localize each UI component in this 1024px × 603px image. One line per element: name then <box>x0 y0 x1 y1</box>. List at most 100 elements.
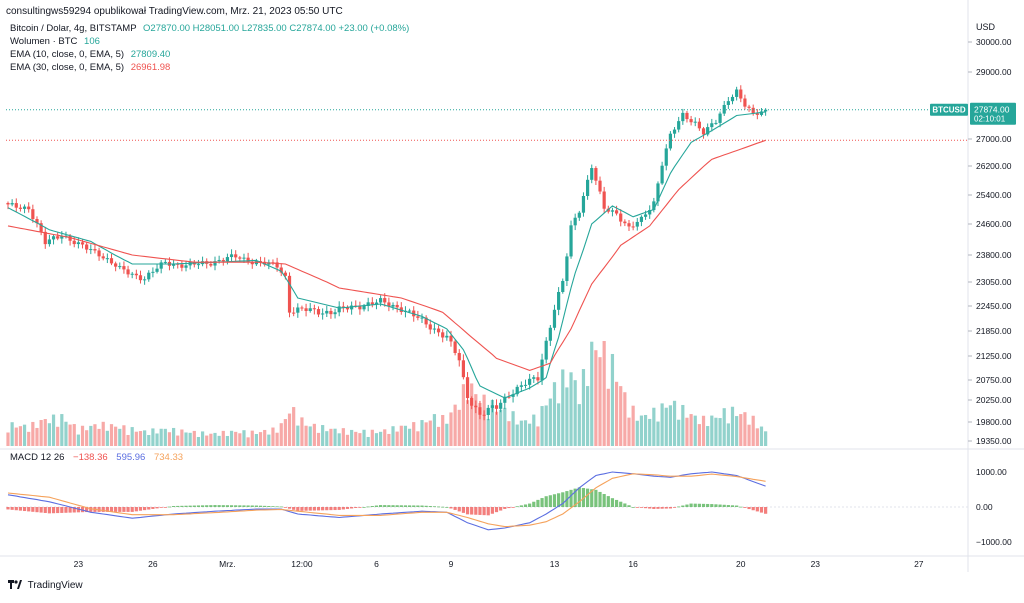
volume-bar <box>577 404 581 446</box>
candle-body <box>552 309 557 328</box>
legend-ema10-row: EMA (10, close, 0, EMA, 5) 27809.40 <box>10 48 409 61</box>
macd-hist-bar <box>147 507 151 510</box>
volume-bar <box>238 433 242 446</box>
volume-bar <box>374 433 379 446</box>
volume-bar <box>701 415 706 446</box>
volume-bar <box>619 386 623 446</box>
candle-body <box>586 179 590 196</box>
volume-bar <box>643 414 648 446</box>
footer-brand[interactable]: TradingView <box>8 580 83 591</box>
volume-bar <box>586 386 590 446</box>
volume-bar <box>101 421 105 446</box>
macd-hist-bar <box>279 506 283 508</box>
candle-body <box>391 304 395 307</box>
volume-bar <box>209 433 213 446</box>
volume-bar <box>714 417 718 446</box>
candle-body <box>739 89 743 99</box>
candle-body <box>710 123 714 128</box>
x-tick-label: 23 <box>74 559 84 569</box>
volume-bar <box>180 429 184 446</box>
candle-body <box>308 308 312 311</box>
candle-body <box>287 275 292 313</box>
volume-bar <box>697 424 701 446</box>
volume-bar <box>258 432 263 446</box>
candle-body <box>275 262 279 268</box>
volume-bar <box>747 424 751 446</box>
legend-volume-value: 106 <box>84 36 100 47</box>
candle-body <box>250 261 254 265</box>
volume-bar <box>693 415 697 446</box>
x-tick-label: 20 <box>736 559 746 569</box>
volume-bar <box>681 404 685 446</box>
macd-hist-bar <box>209 505 213 507</box>
candle-body <box>60 236 64 239</box>
candle-body <box>722 104 726 114</box>
candle-body <box>726 101 730 105</box>
candle-body <box>643 214 648 217</box>
macd-hist-bar <box>35 507 39 513</box>
macd-hist-bar <box>143 507 147 511</box>
volume-bar <box>639 415 644 446</box>
volume-bar <box>18 426 23 446</box>
candle-body <box>126 269 130 275</box>
macd-hist-bar <box>242 505 246 507</box>
candle-body <box>714 122 718 124</box>
macd-y-tick-label: 1000.00 <box>976 467 1007 477</box>
candle-body <box>465 377 470 399</box>
candle-body <box>122 266 126 270</box>
macd-hist-bar <box>730 505 735 507</box>
macd-hist-bar <box>668 507 672 509</box>
y-tick-label: 21850.00 <box>976 326 1012 336</box>
volume-bar <box>399 425 403 446</box>
candle-body <box>577 212 581 218</box>
volume-bar <box>217 435 221 446</box>
candle-body <box>292 312 296 314</box>
macd-hist-bar <box>606 496 610 507</box>
volume-bar <box>39 420 43 446</box>
candle-body <box>478 407 482 415</box>
candle-body <box>325 310 329 314</box>
volume-bar <box>366 436 370 446</box>
volume-bar <box>200 431 205 446</box>
candle-body <box>490 405 494 408</box>
macd-hist-bar <box>271 506 275 507</box>
volume-bar <box>416 431 420 446</box>
macd-legend-signal: 734.33 <box>153 452 184 463</box>
macd-hist-bar <box>51 507 56 514</box>
volume-bar <box>569 372 573 446</box>
macd-hist-bar <box>536 499 540 507</box>
candle-body <box>664 148 668 166</box>
volume-bar <box>412 422 416 446</box>
macd-hist-bar <box>47 507 51 514</box>
volume-bar <box>300 417 304 446</box>
candle-body <box>312 308 316 310</box>
macd-hist-bar <box>631 507 635 508</box>
macd-hist-bar <box>714 504 718 507</box>
macd-legend-label: MACD 12 26 <box>10 452 65 463</box>
volume-bar <box>27 431 31 446</box>
candle-body <box>610 210 615 212</box>
macd-hist-bar <box>292 507 296 510</box>
candle-body <box>337 306 341 313</box>
macd-hist-bar <box>540 498 544 507</box>
candle-body <box>238 257 242 259</box>
macd-hist-bar <box>557 493 561 507</box>
volume-bar <box>114 426 118 446</box>
macd-hist-bar <box>701 503 706 507</box>
candle-body <box>18 207 23 209</box>
volume-bar <box>188 432 192 446</box>
macd-hist-bar <box>507 507 511 509</box>
x-tick-label: 6 <box>374 559 379 569</box>
candle-body <box>383 298 387 303</box>
volume-bar <box>254 434 258 446</box>
candles[interactable] <box>6 85 768 421</box>
candle-body <box>213 261 217 266</box>
macd-hist-bar <box>122 507 126 512</box>
legend-ema30-row: EMA (30, close, 0, EMA, 5) 26961.98 <box>10 61 409 74</box>
macd-hist-bar <box>511 507 515 508</box>
volume-bar <box>743 412 747 446</box>
volume-bar <box>461 384 465 446</box>
candle-body <box>755 113 759 115</box>
